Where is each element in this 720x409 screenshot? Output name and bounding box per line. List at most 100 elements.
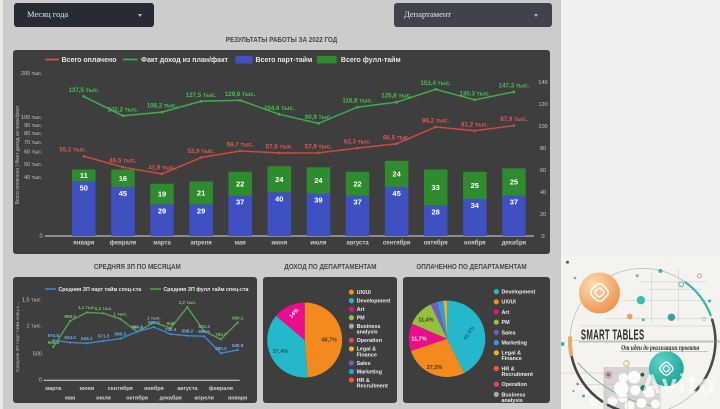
svg-text:53,9 тыс.: 53,9 тыс. bbox=[187, 148, 215, 155]
svg-text:UX/UI: UX/UI bbox=[501, 300, 516, 306]
svg-text:Средняя ЗП фулл тайм спец-ста: Средняя ЗП фулл тайм спец-ста bbox=[163, 286, 248, 293]
svg-text:46,5 тыс.: 46,5 тыс. bbox=[109, 158, 137, 165]
svg-text:45: 45 bbox=[392, 189, 400, 198]
svg-text:50 тыс.: 50 тыс. bbox=[24, 162, 43, 168]
svg-text:39: 39 bbox=[314, 196, 322, 205]
svg-text:PM: PM bbox=[501, 320, 510, 326]
svg-text:Legal &: Legal & bbox=[501, 351, 521, 357]
svg-text:октября: октября bbox=[423, 240, 447, 247]
svg-text:июня: июня bbox=[271, 241, 287, 247]
svg-text:Development: Development bbox=[501, 290, 535, 296]
svg-text:480.3: 480.3 bbox=[215, 346, 227, 351]
svg-text:августа: августа bbox=[346, 241, 369, 247]
svg-text:37,4%: 37,4% bbox=[272, 349, 288, 355]
svg-text:104,6 тыс.: 104,6 тыс. bbox=[263, 105, 294, 112]
svg-text:100: 100 bbox=[538, 124, 547, 130]
svg-text:153,4 тыс.: 153,4 тыс. bbox=[420, 80, 451, 87]
svg-text:Sales: Sales bbox=[356, 361, 370, 367]
svg-text:102,2 тыс.: 102,2 тыс. bbox=[107, 106, 138, 113]
svg-text:760.7: 760.7 bbox=[215, 332, 227, 337]
svg-text:137,5 тыс.: 137,5 тыс. bbox=[68, 87, 99, 94]
svg-text:Marketing: Marketing bbox=[501, 341, 526, 347]
svg-text:129,6 тыс.: 129,6 тыс. bbox=[224, 91, 255, 98]
svg-text:июня: июня bbox=[79, 386, 94, 392]
svg-text:530.9: 530.9 bbox=[231, 343, 243, 348]
svg-text:80: 80 bbox=[539, 146, 545, 152]
svg-text:37: 37 bbox=[509, 198, 517, 207]
svg-text:HR &: HR & bbox=[501, 366, 514, 372]
svg-text:Средняя ЗП парт тайм спец-ста: Средняя ЗП парт тайм спец-ста bbox=[58, 286, 141, 293]
svg-text:898.3: 898.3 bbox=[64, 314, 76, 319]
svg-text:990.2: 990.2 bbox=[231, 315, 243, 320]
svg-text:Business: Business bbox=[501, 392, 525, 398]
svg-text:80 тыс.: 80 тыс. bbox=[24, 131, 43, 137]
svg-text:840.1: 840.1 bbox=[131, 325, 143, 330]
svg-text:40: 40 bbox=[539, 190, 545, 196]
svg-text:Art: Art bbox=[356, 307, 364, 313]
svg-text:Development: Development bbox=[356, 299, 390, 305]
svg-text:Recruitment: Recruitment bbox=[501, 372, 533, 378]
svg-text:14%: 14% bbox=[288, 308, 300, 320]
svg-text:20: 20 bbox=[539, 212, 545, 218]
svg-text:Art: Art bbox=[501, 310, 509, 316]
svg-text:62,3 тыс.: 62,3 тыс. bbox=[343, 139, 371, 146]
svg-text:70 тыс.: 70 тыс. bbox=[24, 140, 43, 146]
svg-text:1 тыс.: 1 тыс. bbox=[113, 312, 127, 317]
svg-text:0: 0 bbox=[38, 377, 41, 383]
svg-text:29: 29 bbox=[196, 206, 204, 215]
svg-text:Finance: Finance bbox=[501, 356, 521, 362]
svg-text:21: 21 bbox=[196, 189, 204, 198]
svg-text:Operation: Operation bbox=[501, 382, 526, 388]
svg-text:116,8 тыс.: 116,8 тыс. bbox=[342, 98, 373, 105]
svg-text:0: 0 bbox=[39, 234, 42, 240]
svg-text:От идеи до реализации проекта: От идеи до реализации проекта bbox=[621, 343, 699, 352]
svg-text:60 тыс.: 60 тыс. bbox=[24, 150, 43, 156]
svg-text:11: 11 bbox=[79, 171, 87, 180]
svg-text:87,9 тыс.: 87,9 тыс. bbox=[500, 116, 528, 123]
svg-text:125,8 тыс.: 125,8 тыс. bbox=[381, 93, 412, 100]
svg-text:57,9 тыс.: 57,9 тыс. bbox=[304, 143, 332, 150]
svg-text:946: 946 bbox=[166, 321, 174, 326]
svg-text:902.3: 902.3 bbox=[198, 324, 210, 329]
svg-text:57,8 тыс.: 57,8 тыс. bbox=[265, 144, 293, 151]
svg-text:41,9 тыс.: 41,9 тыс. bbox=[148, 165, 176, 172]
svg-text:Legal &: Legal & bbox=[356, 347, 376, 353]
svg-text:марта: марта bbox=[45, 386, 62, 392]
svg-text:140: 140 bbox=[538, 80, 547, 86]
svg-text:24: 24 bbox=[314, 176, 323, 185]
svg-text:100 тыс.: 100 тыс. bbox=[21, 115, 43, 121]
svg-text:декабря: декабря bbox=[159, 394, 181, 401]
svg-text:55,1 тыс.: 55,1 тыс. bbox=[59, 147, 87, 154]
svg-text:24: 24 bbox=[275, 175, 284, 184]
svg-text:590.3: 590.3 bbox=[114, 332, 126, 337]
svg-text:Recruitment: Recruitment bbox=[356, 384, 388, 390]
svg-text:августа: августа bbox=[177, 386, 198, 392]
svg-text:571.3: 571.3 bbox=[97, 334, 109, 339]
svg-text:543.2: 543.2 bbox=[64, 335, 76, 340]
svg-text:59,7 тыс.: 59,7 тыс. bbox=[226, 141, 254, 148]
svg-text:147,3 тыс.: 147,3 тыс. bbox=[498, 82, 529, 89]
svg-text:804.5: 804.5 bbox=[148, 320, 160, 325]
svg-text:33: 33 bbox=[431, 183, 439, 192]
svg-text:200 тыс.: 200 тыс. bbox=[21, 71, 43, 77]
svg-text:543.1: 543.1 bbox=[81, 336, 93, 341]
svg-text:81,2 тыс.: 81,2 тыс. bbox=[461, 121, 489, 128]
svg-text:86,2 тыс.: 86,2 тыс. bbox=[422, 117, 450, 124]
svg-text:analysis: analysis bbox=[356, 330, 377, 336]
svg-text:апреля: апреля bbox=[190, 241, 212, 247]
svg-text:1 тыс.: 1 тыс. bbox=[146, 315, 160, 320]
svg-text:сентября: сентября bbox=[382, 240, 410, 247]
svg-text:Operation: Operation bbox=[356, 338, 381, 344]
svg-text:90 тыс.: 90 тыс. bbox=[24, 123, 43, 129]
svg-text:Всего фулл-тайм: Всего фулл-тайм bbox=[340, 56, 400, 64]
svg-text:574.5: 574.5 bbox=[47, 333, 59, 338]
svg-text:34: 34 bbox=[470, 201, 479, 210]
svg-text:июля: июля bbox=[310, 241, 326, 247]
svg-text:11,7%: 11,7% bbox=[411, 337, 426, 343]
svg-text:690.3: 690.3 bbox=[131, 325, 143, 330]
svg-text:Всего парт-тайм: Всего парт-тайм bbox=[255, 56, 312, 64]
svg-text:февраля: февраля bbox=[208, 385, 232, 392]
svg-text:Sales: Sales bbox=[501, 330, 515, 336]
svg-text:40 тыс.: 40 тыс. bbox=[24, 175, 43, 181]
svg-text:37: 37 bbox=[236, 198, 244, 207]
